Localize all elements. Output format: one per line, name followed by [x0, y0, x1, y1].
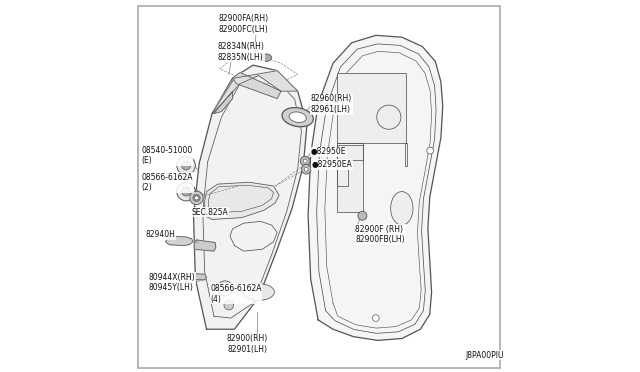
- Polygon shape: [195, 240, 216, 251]
- Circle shape: [193, 194, 200, 202]
- Polygon shape: [193, 65, 307, 329]
- Circle shape: [300, 156, 310, 166]
- Ellipse shape: [289, 112, 307, 122]
- Circle shape: [182, 161, 191, 170]
- Polygon shape: [232, 73, 281, 99]
- Text: 82900F (RH)
82900FB(LH): 82900F (RH) 82900FB(LH): [355, 225, 405, 244]
- Text: 82834N(RH)
82835N(LH): 82834N(RH) 82835N(LH): [218, 42, 264, 62]
- Text: ●82950EA: ●82950EA: [312, 160, 352, 169]
- Polygon shape: [184, 273, 207, 280]
- Polygon shape: [166, 236, 193, 246]
- Circle shape: [218, 281, 232, 296]
- Text: 82900FA(RH)
82900FC(LH): 82900FA(RH) 82900FC(LH): [219, 15, 269, 34]
- Polygon shape: [308, 35, 443, 340]
- Text: 82960(RH)
82961(LH): 82960(RH) 82961(LH): [310, 94, 352, 114]
- Text: ●82950E: ●82950E: [310, 147, 346, 156]
- Text: 08566-6162A
(2): 08566-6162A (2): [141, 173, 193, 192]
- Polygon shape: [212, 71, 298, 113]
- Bar: [337, 145, 363, 212]
- Text: 82900(RH)
82901(LH): 82900(RH) 82901(LH): [227, 334, 268, 354]
- Text: 80944X(RH)
80945Y(LH): 80944X(RH) 80945Y(LH): [149, 273, 195, 292]
- Ellipse shape: [243, 283, 275, 301]
- Text: 08540-51000
(E): 08540-51000 (E): [141, 146, 193, 165]
- Ellipse shape: [390, 192, 413, 225]
- Circle shape: [304, 167, 308, 171]
- Text: 08566-6162A
(4): 08566-6162A (4): [211, 284, 262, 304]
- Bar: [337, 73, 406, 143]
- Circle shape: [301, 164, 311, 174]
- Circle shape: [190, 191, 203, 205]
- Circle shape: [427, 147, 433, 154]
- Ellipse shape: [282, 108, 314, 127]
- Circle shape: [177, 182, 195, 201]
- Ellipse shape: [377, 105, 401, 129]
- Circle shape: [303, 159, 307, 163]
- Circle shape: [358, 211, 367, 220]
- Circle shape: [177, 156, 195, 175]
- Text: 82940H: 82940H: [145, 230, 175, 239]
- Circle shape: [195, 196, 198, 200]
- Circle shape: [372, 315, 379, 321]
- Circle shape: [182, 187, 191, 196]
- Circle shape: [224, 300, 234, 310]
- Polygon shape: [214, 91, 232, 113]
- Text: c: c: [223, 284, 227, 293]
- Circle shape: [318, 106, 325, 113]
- Text: J8PA00PIU: J8PA00PIU: [465, 351, 504, 360]
- Ellipse shape: [260, 54, 271, 61]
- Text: SEC.825A: SEC.825A: [191, 208, 228, 217]
- Polygon shape: [205, 182, 279, 219]
